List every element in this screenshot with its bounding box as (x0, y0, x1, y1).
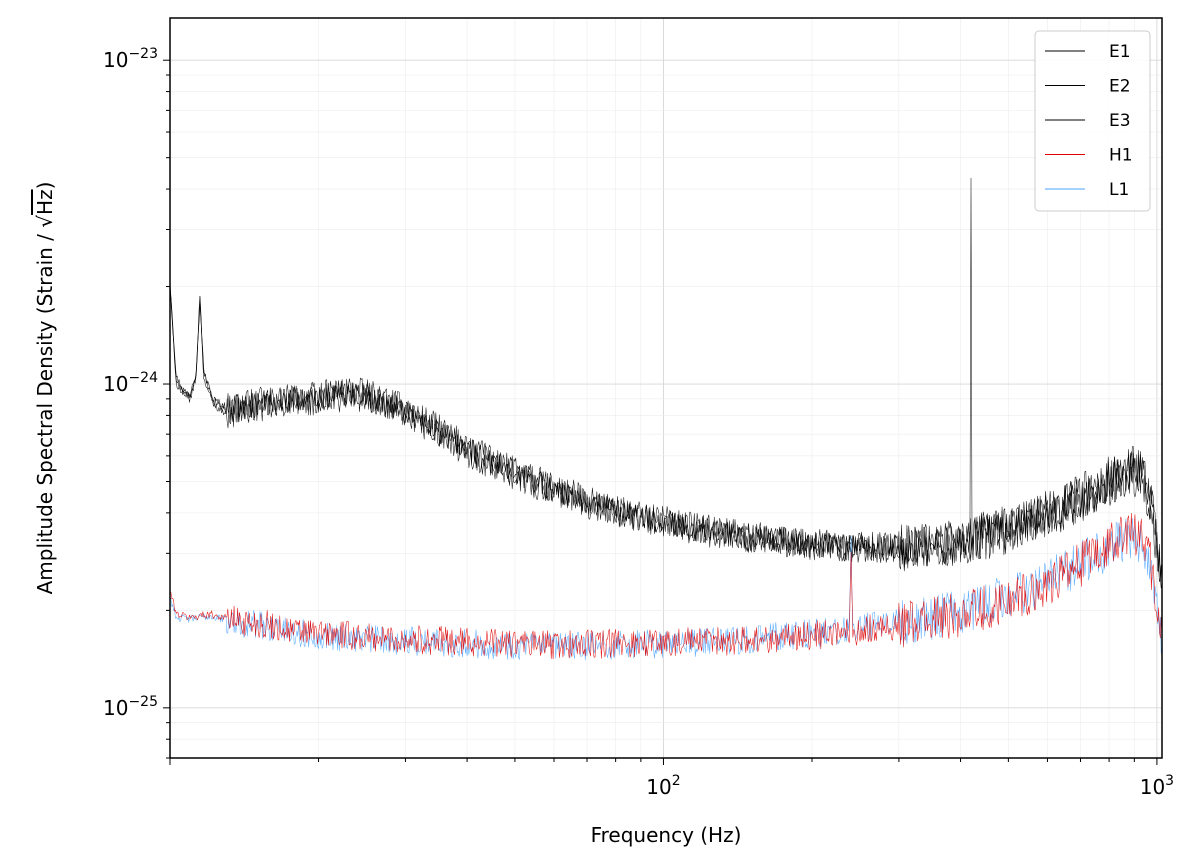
legend-box (1034, 30, 1151, 212)
y-axis-label-close: ) (33, 182, 57, 190)
y-tick-label: 10−23 (103, 46, 158, 72)
plot-frame (169, 17, 1163, 759)
y-axis-label-sqrt: √ (33, 215, 57, 228)
x-axis-label: Frequency (Hz) (591, 823, 742, 847)
legend-label-h1: H1 (1109, 146, 1133, 166)
legend: E1 E2 E3 H1 L1 (1034, 30, 1151, 212)
series-line-e3 (170, 291, 1162, 585)
legend-label-l1: L1 (1109, 180, 1129, 200)
legend-label-e3: E3 (1109, 111, 1131, 131)
y-tick-label: 10−25 (103, 694, 158, 720)
x-tick-label: 102 (646, 773, 680, 799)
ticks: 102 103 10−25 10−24 10−23 (103, 46, 1174, 799)
series-group (170, 177, 1162, 661)
y-tick-label: 10−24 (103, 370, 158, 396)
legend-label-e2: E2 (1109, 77, 1131, 97)
legend-label-e1: E1 (1109, 42, 1131, 62)
y-axis-label-unit: Hz (33, 189, 57, 215)
y-axis-label-main: Amplitude Spectral Density (Strain / (33, 228, 57, 595)
x-tick-label: 103 (1140, 773, 1174, 799)
series-line-h1 (170, 512, 1162, 660)
y-axis-label: Amplitude Spectral Density (Strain / √Hz… (33, 182, 57, 595)
